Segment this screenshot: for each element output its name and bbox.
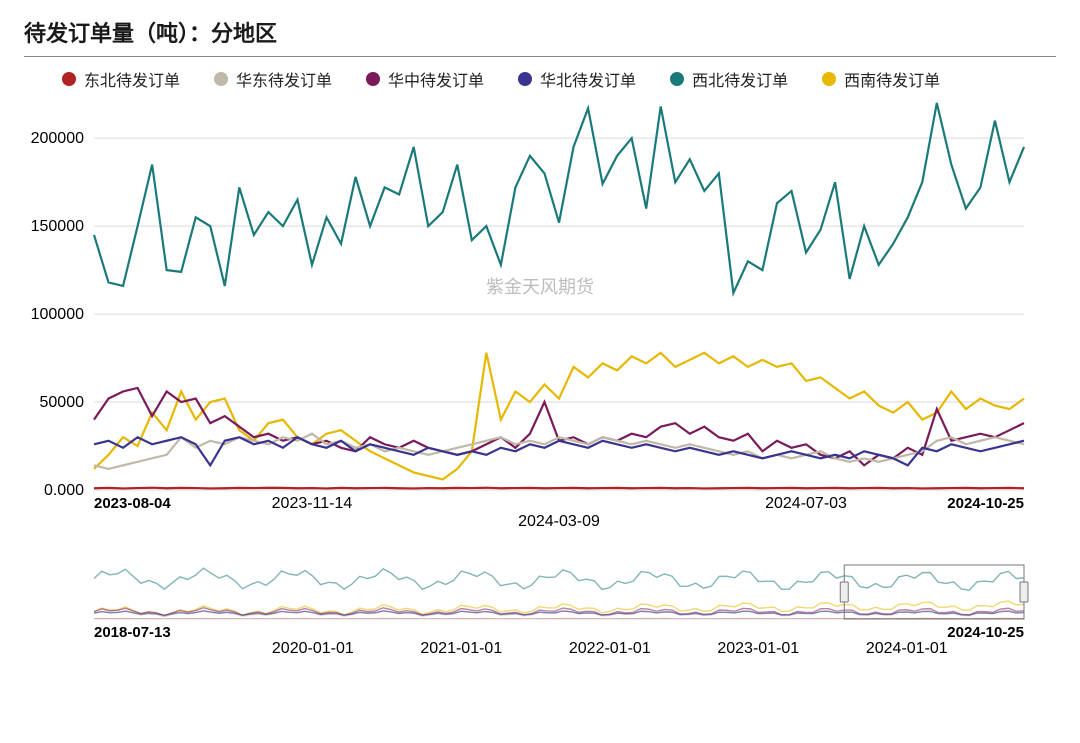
legend-label-hz: 华中待发订单 xyxy=(388,67,484,91)
nav-x-tick-label: 2020-01-01 xyxy=(272,640,354,657)
legend-swatch-hb xyxy=(518,72,532,86)
y-tick-label: 100000 xyxy=(31,306,84,323)
chart-title: 待发订单量（吨）：分地区 xyxy=(24,16,1056,48)
legend-item-xn[interactable]: 西南待发订单 xyxy=(822,67,940,91)
y-tick-label: 200000 xyxy=(31,130,84,147)
title-divider xyxy=(24,56,1056,57)
x-tick-label: 2024-07-03 xyxy=(765,495,847,512)
nav-x-tick-label: 2022-01-01 xyxy=(569,640,651,657)
legend-swatch-hz xyxy=(366,72,380,86)
x-tick-label: 2024-10-25 xyxy=(947,495,1024,512)
legend-item-ne[interactable]: 东北待发订单 xyxy=(62,67,180,91)
legend-item-hd[interactable]: 华东待发订单 xyxy=(214,67,332,91)
legend-label-xb: 西北待发订单 xyxy=(692,67,788,91)
legend: 东北待发订单 华东待发订单 华中待发订单 华北待发订单 西北待发订单 西南待发订单 xyxy=(62,67,1056,91)
legend-swatch-xn xyxy=(822,72,836,86)
navigator-svg: 2018-07-13 2020-01-01 2021-01-01 2022-01-01… xyxy=(24,561,1034,657)
legend-label-hd: 华东待发订单 xyxy=(236,67,332,91)
nav-handle-left[interactable] xyxy=(840,582,848,602)
legend-item-xb[interactable]: 西北待发订单 xyxy=(670,67,788,91)
legend-item-hb[interactable]: 华北待发订单 xyxy=(518,67,636,91)
y-tick-label: 50000 xyxy=(40,394,85,411)
y-tick-label: 0.000 xyxy=(44,482,84,499)
legend-label-xn: 西南待发订单 xyxy=(844,67,940,91)
legend-swatch-xb xyxy=(670,72,684,86)
main-chart-svg: 0.000 50000 100000 150000 200000 2023-08-04 20… xyxy=(24,97,1034,542)
nav-handle-right[interactable] xyxy=(1020,582,1028,602)
nav-x-tick-label: 2018-07-13 xyxy=(94,624,171,641)
legend-swatch-ne xyxy=(62,72,76,86)
nav-x-tick-label: 2021-01-01 xyxy=(420,640,502,657)
legend-label-hb: 华北待发订单 xyxy=(540,67,636,91)
main-chart: 紫金天风期货 0.000500001000001500002000002023-… xyxy=(24,97,1056,547)
series-xb xyxy=(94,103,1024,293)
legend-item-hz[interactable]: 华中待发订单 xyxy=(366,67,484,91)
x-tick-label: 2023-11-14 xyxy=(272,495,353,512)
x-tick-label: 2024-03-09 xyxy=(518,513,600,530)
nav-x-tick-label: 2024-10-25 xyxy=(947,624,1024,641)
legend-swatch-hd xyxy=(214,72,228,86)
navigator-chart[interactable]: 2018-07-13 2020-01-01 2021-01-01 2022-01-01… xyxy=(24,561,1056,662)
nav-x-tick-label: 2024-01-01 xyxy=(866,640,948,657)
y-tick-label: 150000 xyxy=(31,218,84,235)
legend-label-ne: 东北待发订单 xyxy=(84,67,180,91)
series-ne xyxy=(94,488,1024,489)
x-tick-label: 2023-08-04 xyxy=(94,495,171,512)
nav-x-tick-label: 2023-01-01 xyxy=(717,640,799,657)
nav-series-xb xyxy=(94,568,1024,590)
